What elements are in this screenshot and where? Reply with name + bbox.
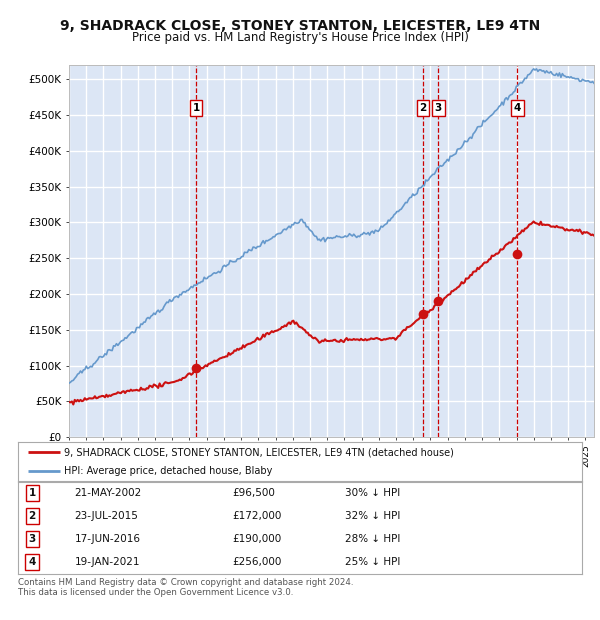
Text: 3: 3 [435, 103, 442, 113]
Text: Price paid vs. HM Land Registry's House Price Index (HPI): Price paid vs. HM Land Registry's House … [131, 31, 469, 44]
Text: 32% ↓ HPI: 32% ↓ HPI [345, 511, 400, 521]
Text: 9, SHADRACK CLOSE, STONEY STANTON, LEICESTER, LE9 4TN (detached house): 9, SHADRACK CLOSE, STONEY STANTON, LEICE… [64, 448, 454, 458]
Text: £96,500: £96,500 [232, 488, 275, 498]
Text: £172,000: £172,000 [232, 511, 281, 521]
Text: 23-JUL-2015: 23-JUL-2015 [74, 511, 138, 521]
Text: £256,000: £256,000 [232, 557, 281, 567]
Text: 1: 1 [193, 103, 200, 113]
Text: 28% ↓ HPI: 28% ↓ HPI [345, 534, 400, 544]
Text: 21-MAY-2002: 21-MAY-2002 [74, 488, 142, 498]
Text: 25% ↓ HPI: 25% ↓ HPI [345, 557, 400, 567]
Text: 4: 4 [28, 557, 36, 567]
Text: 19-JAN-2021: 19-JAN-2021 [74, 557, 140, 567]
Text: 17-JUN-2016: 17-JUN-2016 [74, 534, 140, 544]
Text: 2: 2 [28, 511, 36, 521]
Text: 2: 2 [419, 103, 427, 113]
Text: HPI: Average price, detached house, Blaby: HPI: Average price, detached house, Blab… [64, 466, 272, 476]
Text: £190,000: £190,000 [232, 534, 281, 544]
Text: 30% ↓ HPI: 30% ↓ HPI [345, 488, 400, 498]
Text: 4: 4 [514, 103, 521, 113]
Text: Contains HM Land Registry data © Crown copyright and database right 2024.: Contains HM Land Registry data © Crown c… [18, 578, 353, 587]
Text: 1: 1 [28, 488, 36, 498]
Text: This data is licensed under the Open Government Licence v3.0.: This data is licensed under the Open Gov… [18, 588, 293, 597]
Text: 9, SHADRACK CLOSE, STONEY STANTON, LEICESTER, LE9 4TN: 9, SHADRACK CLOSE, STONEY STANTON, LEICE… [60, 19, 540, 33]
Text: 3: 3 [28, 534, 36, 544]
